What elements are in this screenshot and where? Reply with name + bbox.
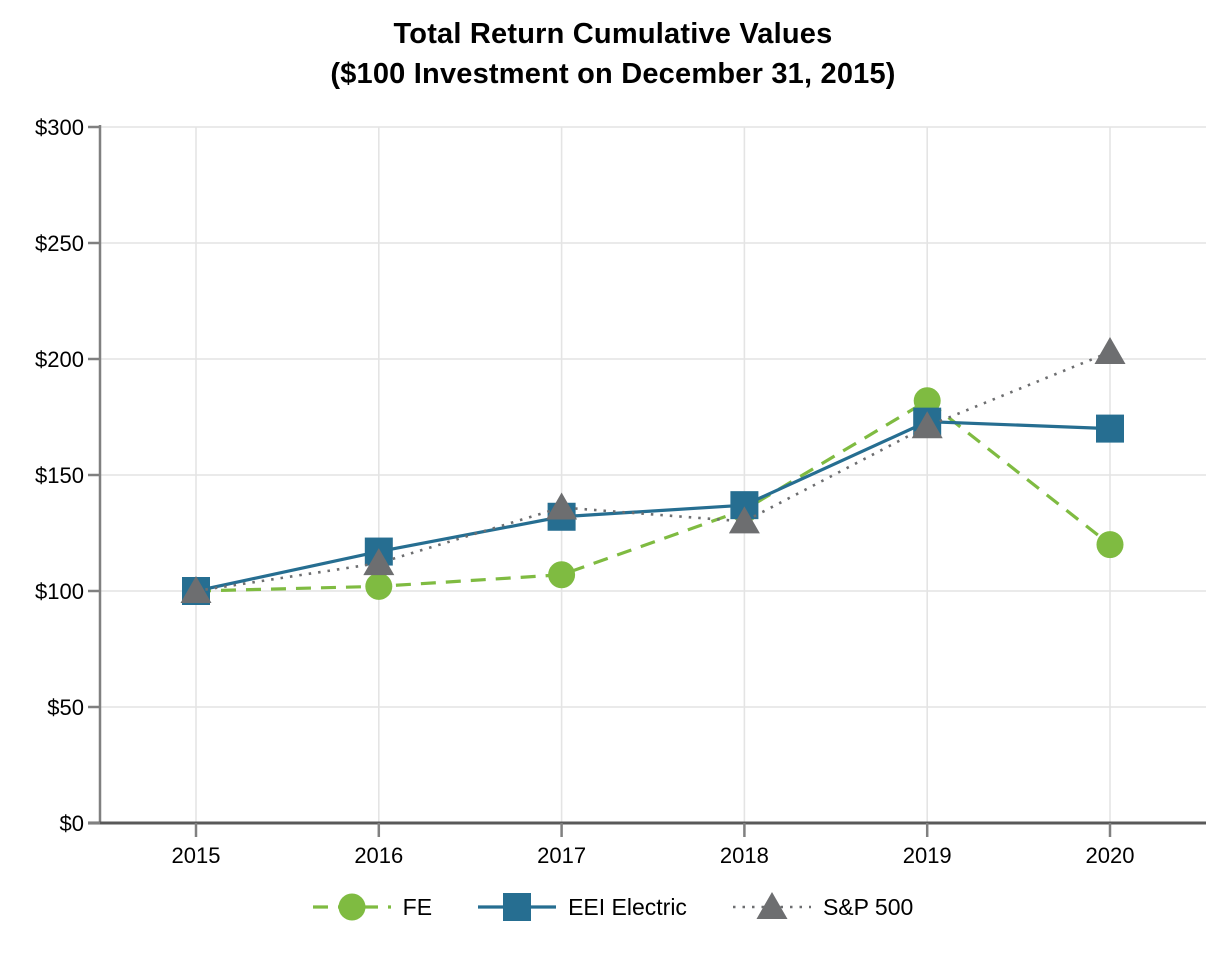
series-eei-electric [182,407,1124,605]
legend-label-fe: FE [402,893,433,920]
x-tick-label-2019: 2019 [903,843,952,868]
series-marker-eei-electric-2020 [1096,414,1124,443]
legend-label-eei-electric: EEI Electric [568,893,687,920]
series-marker-fe-2019 [913,387,941,415]
legend-swatch-s-p-500 [732,892,811,919]
chart-legend: FE EEI Electric S&P 500 [0,889,1226,925]
chart-title-line2: ($100 Investment on December 31, 2015) [330,58,896,90]
series-line-eei-electric [195,420,1111,593]
y-tick-label-100: $100 [35,579,84,604]
series-marker-fe-2017 [548,561,576,589]
legend-item-eei-electric: EEI Electric [478,889,687,925]
series-line-fe [195,398,1111,593]
legend-marker-s-p-500-triangle-icon [756,892,788,919]
y-tick-label-0: $0 [60,811,84,836]
series-marker-s-p-500-2020 [1094,337,1126,365]
legend-swatch-eei-electric [478,893,557,921]
series-line-s-p-500 [195,350,1111,593]
series-marker-s-p-500-2017 [546,492,578,520]
series-marker-s-p-500-2016 [363,548,395,576]
y-tick-label-150: $150 [35,463,84,488]
series-marker-s-p-500-2019 [911,411,943,439]
y-tick-label-200: $200 [35,347,84,372]
legend-marker-eei-electric-square-icon [503,893,532,921]
x-tick-label-2018: 2018 [720,843,769,868]
series-marker-fe-2016 [365,572,393,600]
y-tick-label-50: $50 [47,695,84,720]
legend-item-fe: FE [312,889,433,925]
series-marker-s-p-500-2018 [728,506,760,534]
legend-marker-fe-circle-icon [338,893,366,921]
chart-title-line1: Total Return Cumulative Values [393,18,833,50]
legend-label-s-p-500: S&P 500 [822,893,914,920]
series-marker-s-p-500-2015 [180,576,212,603]
x-tick-label-2017: 2017 [537,843,586,868]
y-tick-label-250: $250 [35,231,84,256]
legend-swatch-fe [312,893,391,921]
series-s-p-500 [180,337,1126,603]
series-fe [182,387,1124,605]
legend-item-s-p-500: S&P 500 [732,889,914,925]
chart-title: Total Return Cumulative Values ($100 Inv… [0,14,1226,94]
y-tick-label-300: $300 [35,115,84,140]
x-tick-label-2015: 2015 [172,843,221,868]
x-tick-label-2016: 2016 [354,843,403,868]
x-tick-label-2020: 2020 [1086,843,1135,868]
series-marker-fe-2020 [1096,531,1124,559]
